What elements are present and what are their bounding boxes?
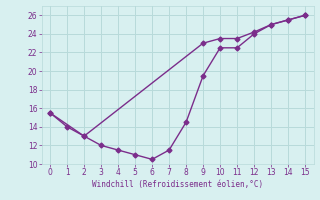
X-axis label: Windchill (Refroidissement éolien,°C): Windchill (Refroidissement éolien,°C) — [92, 180, 263, 189]
